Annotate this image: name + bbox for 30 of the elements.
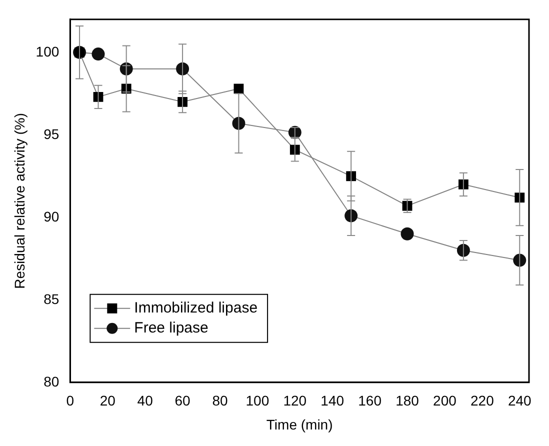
y-tick-label: 80 <box>44 373 60 390</box>
point <box>456 244 470 257</box>
x-tick-label: 20 <box>100 392 116 409</box>
y-axis-title: Residual relative activity (%) <box>11 112 28 289</box>
y-tick-label: 95 <box>44 126 60 142</box>
point <box>513 254 526 267</box>
x-tick-label: 120 <box>283 392 307 409</box>
x-tick-label: 80 <box>212 392 228 409</box>
legend-label: Free lipase <box>134 320 208 337</box>
point <box>178 96 188 107</box>
y-tick-label: 90 <box>44 208 60 224</box>
x-tick-label: 240 <box>508 392 532 409</box>
x-tick-label: 60 <box>174 392 191 409</box>
point <box>92 48 105 61</box>
x-tick-label: 220 <box>470 392 494 409</box>
point <box>344 209 358 222</box>
x-tick-label: 40 <box>137 392 154 409</box>
legend-label: Immobilized lipase <box>134 300 258 317</box>
x-tick-label: 100 <box>246 392 270 409</box>
x-tick-label: 0 <box>66 392 74 409</box>
y-tick-label: 100 <box>36 43 60 60</box>
point <box>176 62 190 76</box>
x-axis-title: Time (min) <box>266 416 333 432</box>
y-tick-label: 85 <box>44 290 60 307</box>
x-tick-label: 200 <box>433 392 457 409</box>
x-tick-label: 160 <box>358 392 382 409</box>
point <box>232 116 246 130</box>
x-tick-label: 180 <box>396 392 420 409</box>
point <box>400 227 414 240</box>
x-tick-label: 140 <box>320 392 344 409</box>
